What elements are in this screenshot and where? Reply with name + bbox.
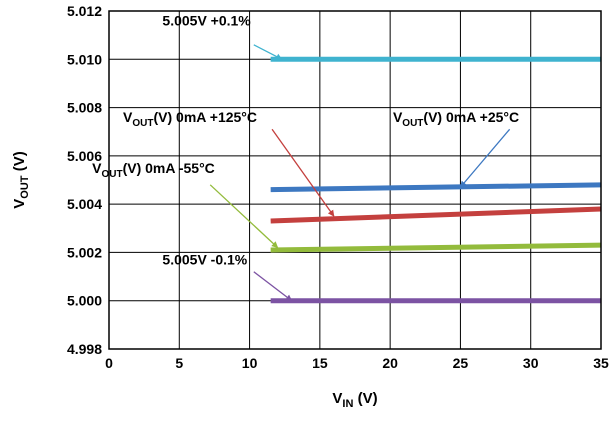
annotations: 5.005V +0.1% VOUT(V) 0mA +25°C VOUT(V) 0mA… <box>92 12 519 302</box>
plot-border <box>108 10 602 350</box>
y-axis-title: VOUT (V) <box>11 151 31 208</box>
annotation-arrow <box>459 128 511 188</box>
annotation-arrow <box>253 44 283 60</box>
series-lines <box>270 56 602 304</box>
x-tick-label: 5 <box>175 355 183 371</box>
x-tick-label: 35 <box>593 355 609 371</box>
x-tick-label: 20 <box>382 355 398 371</box>
y-tick-label: 4.998 <box>67 341 102 357</box>
x-axis-title: VIN (V) <box>332 390 377 410</box>
annotation-arrow <box>271 128 335 217</box>
grid <box>108 10 602 350</box>
series-line-3 <box>270 242 602 253</box>
axis-titles: VIN (V) VOUT (V) <box>11 151 378 410</box>
plot-frame <box>108 10 602 350</box>
x-tick-label: 25 <box>453 355 469 371</box>
x-tick-label: 30 <box>523 355 539 371</box>
series-line-2 <box>270 206 602 224</box>
y-tick-label: 5.006 <box>67 148 102 164</box>
x-tick-label: 0 <box>105 355 113 371</box>
x-tick-label: 10 <box>242 355 258 371</box>
series-line-1 <box>270 182 602 193</box>
annotation-arrow <box>209 184 279 249</box>
y-tick-label: 5.000 <box>67 293 102 309</box>
tick-labels: 0 5 10 15 20 25 30 354.9985.0005.0025.0045.0065… <box>67 3 609 371</box>
annotation-label: VOUT(V) 0mA -55°C <box>92 160 215 180</box>
annotation-arrow <box>253 271 293 302</box>
annotation-label: VOUT(V) 0mA +25°C <box>393 109 519 129</box>
y-tick-label: 5.002 <box>67 244 102 260</box>
x-tick-label: 15 <box>312 355 328 371</box>
y-tick-label: 5.010 <box>67 51 102 67</box>
annotation-label: VOUT(V) 0mA +125°C <box>123 109 257 129</box>
y-tick-label: 5.008 <box>67 100 102 116</box>
annotation-label: 5.005V +0.1% <box>162 12 251 28</box>
y-tick-label: 5.012 <box>67 3 102 19</box>
annotation-label: 5.005V -0.1% <box>162 252 247 268</box>
y-tick-label: 5.004 <box>67 196 102 212</box>
